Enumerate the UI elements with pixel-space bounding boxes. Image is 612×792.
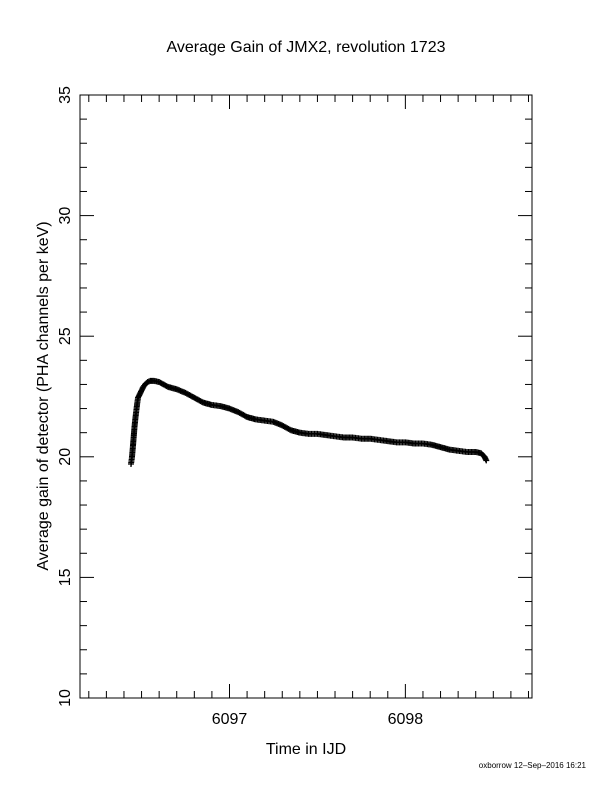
y-tick-label: 15: [57, 568, 74, 586]
data-point: [483, 457, 490, 464]
axis-ticks: [80, 94, 532, 699]
chart-title: Average Gain of JMX2, revolution 1723: [167, 39, 446, 56]
y-tick-label: 20: [57, 448, 74, 466]
plot-frame: [79, 94, 533, 699]
y-tick-label: 25: [57, 327, 74, 345]
tick-labels: 10 15 20 25 30 35 6097 6098: [57, 86, 423, 728]
x-tick-label: 6097: [212, 711, 248, 728]
x-tick-label: 6098: [388, 711, 424, 728]
plot-area: [79, 94, 533, 699]
y-tick-label: 10: [57, 689, 74, 707]
footer-stamp: oxborrow 12–Sep–2016 16:21: [479, 761, 587, 770]
x-axis-label: Time in IJD: [266, 741, 346, 758]
data-points: [128, 377, 490, 468]
y-axis-label: Average gain of detector (PHA channels p…: [35, 221, 52, 570]
y-tick-label: 30: [57, 207, 74, 225]
y-tick-label: 35: [57, 86, 74, 104]
